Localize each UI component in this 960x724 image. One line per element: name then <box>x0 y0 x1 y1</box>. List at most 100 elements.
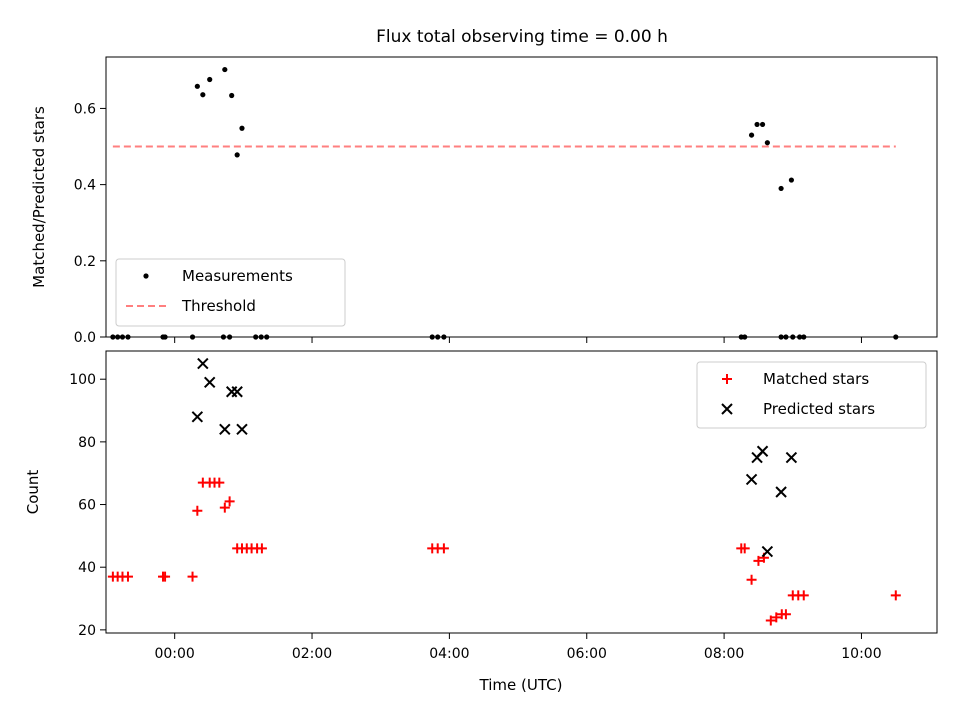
matched-star-point <box>187 571 198 582</box>
measurement-point <box>110 334 116 340</box>
predicted-star-point <box>231 386 243 398</box>
bottom-y-tick-label: 100 <box>69 372 96 388</box>
bottom-plot-marks <box>107 357 901 626</box>
measurement-point <box>441 334 447 340</box>
predicted-star-point <box>756 445 769 457</box>
bottom-x-tick-label: 06:00 <box>567 646 607 662</box>
measurement-point <box>125 334 131 340</box>
predicted-star-point <box>761 545 774 558</box>
top-y-tick-label: 0.0 <box>74 330 96 346</box>
top-y-axis-label: Matched/Predicted stars <box>30 106 48 288</box>
measurement-point <box>788 177 795 183</box>
matched-star-point <box>219 502 230 513</box>
matched-star-point <box>256 543 267 554</box>
bottom-axes-frame <box>105 350 938 634</box>
measurement-point <box>200 92 206 98</box>
bottom-x-tick-label: 02:00 <box>292 646 332 662</box>
matched-star-point <box>890 590 901 601</box>
measurement-point <box>429 334 435 340</box>
legend-marker-matched <box>722 374 732 384</box>
measurement-point <box>189 334 196 340</box>
bottom-legend: Matched stars Predicted stars <box>696 361 927 429</box>
top-panel: Flux total observing time = 0.00 h 0.0 0.… <box>30 27 938 346</box>
top-y-ticks: 0.0 0.2 0.4 0.6 <box>74 101 106 346</box>
legend-entry-label: Predicted stars <box>763 400 875 418</box>
predicted-star-point <box>236 423 248 436</box>
legend-marker-predicted <box>721 403 733 415</box>
bottom-legend-box <box>696 361 927 429</box>
top-y-tick-label: 0.6 <box>74 101 96 117</box>
measurement-point <box>229 92 235 99</box>
matched-star-point <box>780 609 791 620</box>
measurement-point <box>893 334 899 340</box>
top-x-ticks <box>174 337 862 343</box>
legend-entry-label: Threshold <box>181 297 256 315</box>
bottom-x-tick-label: 08:00 <box>704 646 744 662</box>
measurement-point <box>797 334 803 340</box>
bottom-y-tick-label: 80 <box>78 435 96 451</box>
matched-star-point <box>438 543 449 554</box>
matched-star-point <box>160 571 171 582</box>
measurement-point <box>234 152 240 158</box>
top-axes-frame <box>105 56 938 338</box>
top-legend-box <box>115 258 346 327</box>
predicted-star-point <box>191 411 204 423</box>
matched-star-point <box>753 555 764 566</box>
measurement-point <box>264 334 270 340</box>
measurement-point <box>258 334 264 340</box>
chart-title: Flux total observing time = 0.00 h <box>376 27 668 47</box>
matched-star-point <box>214 477 225 488</box>
matched-star-point <box>746 574 757 585</box>
matched-star-point <box>765 615 776 626</box>
bottom-x-tick-label: 04:00 <box>429 646 469 662</box>
top-plot-marks <box>110 66 899 340</box>
bottom-y-ticks: 20 40 60 80 100 <box>69 372 106 639</box>
matched-star-point <box>771 612 782 623</box>
measurement-point <box>253 334 259 340</box>
measurement-point <box>220 334 227 340</box>
measurement-point <box>194 83 200 89</box>
legend-entry-label: Measurements <box>182 267 293 285</box>
measurement-point <box>227 334 233 340</box>
matched-star-point <box>192 505 203 516</box>
matched-star-point <box>798 590 809 601</box>
predicted-star-point <box>197 357 209 370</box>
bottom-y-axis-label: Count <box>24 470 42 515</box>
top-y-tick-label: 0.4 <box>74 178 96 194</box>
bottom-y-tick-label: 40 <box>78 560 96 576</box>
measurement-point <box>790 334 796 340</box>
bottom-y-tick-label: 60 <box>78 498 96 514</box>
measurement-point <box>239 125 245 131</box>
bottom-x-tick-label: 00:00 <box>154 646 194 662</box>
measurement-point <box>435 334 441 340</box>
predicted-star-point <box>203 376 216 389</box>
measurement-point <box>222 66 228 73</box>
top-legend: Measurements Threshold <box>115 258 346 327</box>
bottom-y-tick-label: 20 <box>78 623 96 639</box>
x-axis-label: Time (UTC) <box>479 676 563 694</box>
predicted-star-point <box>745 473 758 486</box>
bottom-panel: 20 40 60 80 100 00:00 02:00 04:00 06:00 08:00 10:… <box>24 350 938 694</box>
matched-star-point <box>122 571 133 582</box>
measurement-point <box>115 334 121 340</box>
measurement-point <box>778 334 784 340</box>
predicted-star-point <box>785 451 798 464</box>
legend-entry-label: Matched stars <box>763 370 869 388</box>
measurement-point <box>778 185 784 192</box>
matched-star-point <box>224 496 235 507</box>
matched-star-point <box>739 543 750 554</box>
measurement-point <box>748 132 755 138</box>
legend-marker-measurements <box>143 273 149 279</box>
bottom-x-tick-label: 10:00 <box>841 646 881 662</box>
measurement-point <box>754 121 760 128</box>
measurement-point <box>801 334 807 340</box>
bottom-x-ticks: 00:00 02:00 04:00 06:00 08:00 10:00 <box>154 633 882 662</box>
measurement-point <box>783 334 789 340</box>
measurement-point <box>119 334 126 340</box>
measurement-point <box>759 121 766 128</box>
measurement-point <box>162 334 168 340</box>
measurement-point <box>764 140 770 146</box>
measurement-point <box>742 334 748 340</box>
